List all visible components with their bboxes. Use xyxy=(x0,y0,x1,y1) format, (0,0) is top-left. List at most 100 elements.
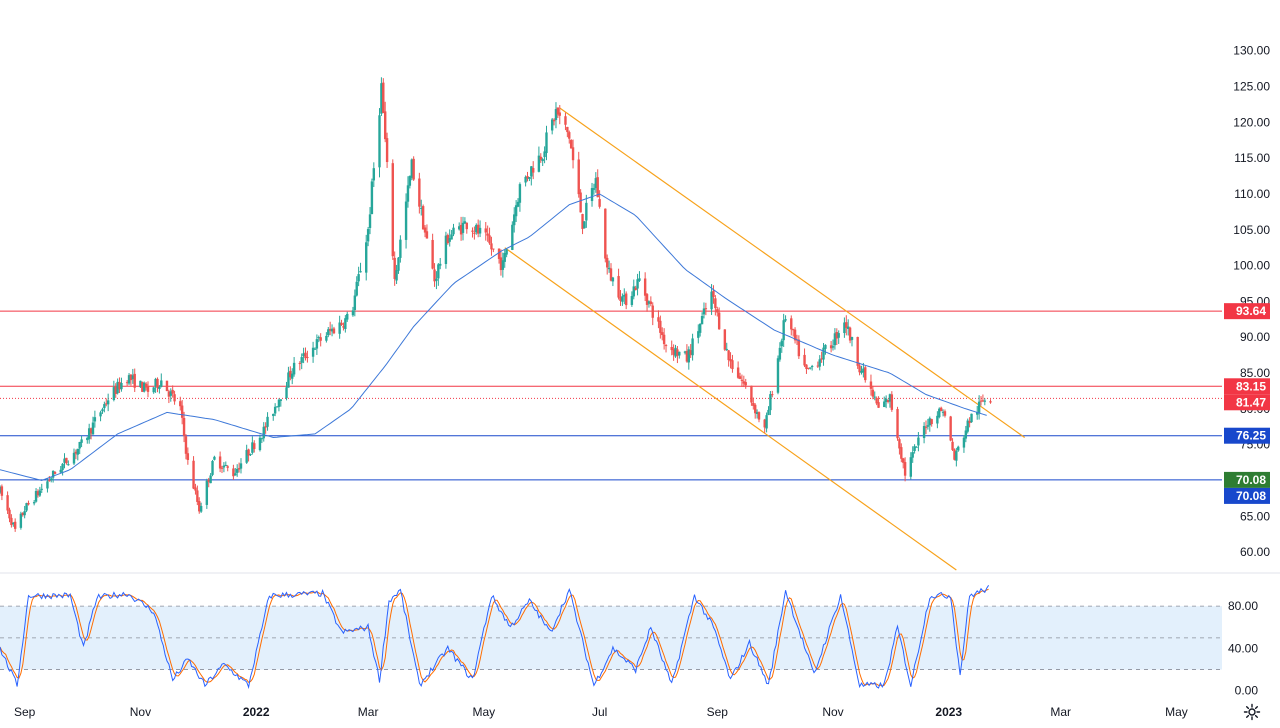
candle-body xyxy=(755,412,759,414)
candle-body xyxy=(585,202,588,221)
candle-body xyxy=(636,279,639,289)
candle-body xyxy=(182,417,186,436)
candle-body xyxy=(678,351,681,356)
oscillator-tick-label: 40.00 xyxy=(1228,641,1258,655)
candle-body xyxy=(289,370,292,378)
candle-body xyxy=(649,301,653,305)
candle-body xyxy=(258,437,262,451)
candle-body xyxy=(598,199,601,207)
candle-body xyxy=(843,322,846,334)
candle-body xyxy=(782,320,785,341)
candle-body xyxy=(590,188,594,202)
candle-body xyxy=(226,466,229,468)
candle-body xyxy=(860,370,863,373)
candle-body xyxy=(446,235,450,244)
candle-body xyxy=(156,378,159,388)
gear-icon[interactable] xyxy=(1243,703,1261,721)
candle-body xyxy=(822,347,825,360)
candle-body xyxy=(143,382,146,392)
candle-body xyxy=(740,379,744,381)
candle-body xyxy=(461,222,465,233)
candle-body xyxy=(837,333,840,338)
candle-body xyxy=(146,385,150,392)
candle-body xyxy=(457,226,461,230)
candle-body xyxy=(689,350,692,355)
candle-body xyxy=(53,472,57,474)
candle-body xyxy=(558,112,561,116)
candle-body xyxy=(513,214,516,226)
oscillator-tick-label: 0.00 xyxy=(1235,684,1259,698)
candle-body xyxy=(518,184,522,203)
price-level-badge xyxy=(1224,394,1270,411)
candle-body xyxy=(0,486,2,493)
candle-body xyxy=(476,224,480,234)
candle-body xyxy=(953,449,956,460)
candle-body xyxy=(287,372,290,388)
candle-body xyxy=(771,394,774,396)
channel-layer xyxy=(504,107,1026,571)
candle-body xyxy=(845,322,848,328)
candle-body xyxy=(439,263,442,266)
time-tick-label: May xyxy=(473,705,496,719)
candle-body xyxy=(846,326,850,329)
candle-body xyxy=(408,175,412,186)
candle-body xyxy=(632,286,635,297)
candle-body xyxy=(862,368,865,373)
candle-body xyxy=(611,277,615,282)
candle-body xyxy=(298,363,302,365)
candle-body xyxy=(431,239,434,269)
price-level-badge-label: 70.08 xyxy=(1236,473,1266,487)
candle-body xyxy=(8,509,11,519)
candle-body xyxy=(340,322,343,325)
candle-body xyxy=(277,399,281,407)
candle-body xyxy=(769,394,772,411)
candle-body xyxy=(169,391,172,396)
time-tick-label: Nov xyxy=(822,705,843,719)
candle-body xyxy=(784,319,787,321)
candle-body xyxy=(213,456,216,460)
candle-body xyxy=(664,345,668,347)
candle-body xyxy=(273,406,277,414)
candle-body xyxy=(253,443,256,450)
candle-body xyxy=(731,360,734,370)
candle-body xyxy=(824,344,827,349)
price-tick-label: 125.00 xyxy=(1233,80,1270,94)
candle-body xyxy=(46,481,49,489)
stochastic-d-line xyxy=(0,588,989,687)
candle-body xyxy=(638,278,641,281)
candle-body xyxy=(473,232,476,234)
candle-body xyxy=(754,404,757,414)
candle-body xyxy=(118,382,121,390)
price-tick-label: 120.00 xyxy=(1233,115,1270,129)
stochastic-layer xyxy=(0,585,990,690)
candle-body xyxy=(378,115,381,168)
price-tick-label: 115.00 xyxy=(1234,151,1270,165)
candle-body xyxy=(670,347,673,351)
candle-body xyxy=(418,178,421,207)
candles-layer xyxy=(0,77,992,532)
candle-body xyxy=(526,176,529,179)
candle-body xyxy=(251,442,254,453)
candle-body xyxy=(319,337,322,341)
candle-body xyxy=(499,257,503,271)
candle-body xyxy=(939,407,943,412)
candle-body xyxy=(886,399,890,403)
candle-body xyxy=(850,336,854,340)
candle-body xyxy=(292,362,296,375)
candle-body xyxy=(917,437,920,446)
candle-body xyxy=(397,257,400,271)
price-tick-label: 90.00 xyxy=(1240,330,1270,344)
candle-body xyxy=(949,416,952,441)
candle-body xyxy=(437,264,440,279)
candle-body xyxy=(583,221,586,229)
price-level-badge-label: 81.47 xyxy=(1236,395,1266,409)
stochastic-k-line xyxy=(0,585,990,690)
price-level-badge xyxy=(1224,378,1270,395)
candle-body xyxy=(167,391,171,397)
candle-body xyxy=(594,178,598,189)
candle-body xyxy=(279,399,283,401)
candle-body xyxy=(524,176,527,183)
candle-body xyxy=(207,479,210,482)
candle-body xyxy=(820,358,823,360)
